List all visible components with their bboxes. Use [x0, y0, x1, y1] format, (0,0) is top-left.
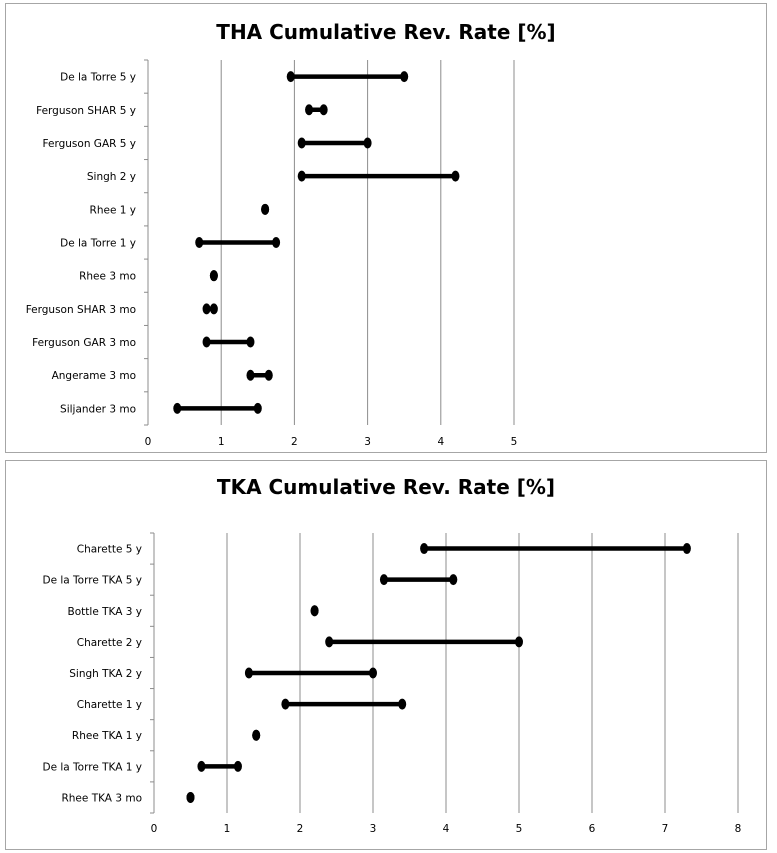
range-start-point [244, 667, 253, 679]
range-end-point [310, 605, 319, 617]
category-label: Siljander 3 mo [60, 403, 136, 415]
range-start-point [173, 402, 182, 414]
category-label: Singh 2 y [87, 171, 136, 183]
x-tick-label: 1 [218, 436, 225, 448]
range-end-point [363, 137, 372, 149]
range-start-point [297, 137, 306, 149]
category-label: Rhee 1 y [90, 204, 136, 216]
category-label: Rhee 3 mo [79, 271, 136, 283]
x-tick-label: 3 [364, 436, 371, 448]
x-tick-label: 5 [511, 436, 518, 448]
x-tick-label: 7 [662, 823, 669, 835]
category-label: Charette 2 y [77, 637, 142, 649]
x-tick-label: 0 [145, 436, 152, 448]
tka-chart-panel: TKA Cumulative Rev. Rate [%] 0 1 2 3 4 5 6 7 8 Ch… [5, 460, 767, 850]
range-start-point [297, 170, 306, 182]
range-start-point [379, 574, 388, 586]
category-label: Ferguson GAR 5 y [43, 138, 136, 150]
range-end-point [252, 729, 261, 741]
range-end-point [319, 104, 328, 116]
range-end-point [272, 237, 281, 248]
range-end-point [264, 369, 273, 381]
range-start-point [246, 369, 255, 381]
range-end-point [369, 667, 377, 679]
range-end-point [209, 270, 218, 282]
tka-chart-plot: 0 1 2 3 4 5 6 7 8 Charette 5 y De la Torre TKA 5 y… [42, 532, 742, 835]
range-end-point [398, 698, 407, 710]
tha-chart-panel: THA Cumulative Rev. Rate [%] 0 1 2 3 4 5 De la… [5, 3, 767, 453]
range-start-point [305, 104, 314, 116]
category-label: Ferguson GAR 3 mo [32, 337, 136, 349]
category-label: Charette 5 y [77, 544, 142, 556]
range-start-point [202, 303, 211, 315]
range-end-point [253, 402, 262, 414]
range-start-point [286, 71, 295, 83]
range-start-point [325, 636, 334, 648]
x-tick-label: 5 [516, 823, 523, 835]
category-label: Rhee TKA 1 y [72, 730, 142, 742]
category-label: Ferguson SHAR 5 y [36, 105, 136, 117]
range-start-point [197, 760, 206, 772]
category-label: Rhee TKA 3 mo [61, 792, 142, 804]
category-label: Charette 1 y [77, 699, 142, 711]
range-start-point [202, 336, 211, 348]
x-tick-label: 3 [370, 823, 377, 835]
x-tick-label: 6 [589, 823, 596, 835]
category-label: Angerame 3 mo [52, 370, 136, 382]
x-tick-label: 8 [735, 823, 742, 835]
x-tick-label: 2 [291, 436, 298, 448]
x-tick-label: 4 [443, 823, 450, 835]
range-end-point [400, 71, 409, 83]
category-label: De la Torre TKA 5 y [42, 575, 142, 587]
range-end-point [246, 336, 255, 348]
range-start-point [195, 237, 204, 248]
range-end-point [209, 303, 218, 315]
category-label: Ferguson SHAR 3 mo [26, 304, 136, 316]
range-end-point [451, 170, 460, 182]
chart-title: TKA Cumulative Rev. Rate [%] [216, 475, 556, 499]
range-end-point [233, 760, 242, 772]
range-end-point [261, 203, 270, 215]
x-tick-label: 1 [224, 823, 231, 835]
category-label: Singh TKA 2 y [69, 668, 142, 680]
range-end-point [449, 574, 458, 586]
chart-title: THA Cumulative Rev. Rate [%] [216, 20, 556, 44]
range-start-point [420, 543, 429, 555]
range-end-point [515, 636, 523, 648]
range-end-point [186, 791, 195, 803]
tha-chart-plot: 0 1 2 3 4 5 De la Torre 5 y Ferguson SHAR 5 y Fe… [26, 59, 518, 448]
range-start-point [281, 698, 290, 710]
x-tick-label: 2 [297, 823, 304, 835]
category-label: Bottle TKA 3 y [68, 606, 142, 618]
category-label: De la Torre 5 y [60, 72, 136, 84]
x-tick-label: 0 [151, 823, 158, 835]
category-label: De la Torre TKA 1 y [42, 761, 142, 773]
range-end-point [682, 543, 691, 555]
x-tick-label: 4 [437, 436, 444, 448]
category-label: De la Torre 1 y [60, 238, 136, 250]
